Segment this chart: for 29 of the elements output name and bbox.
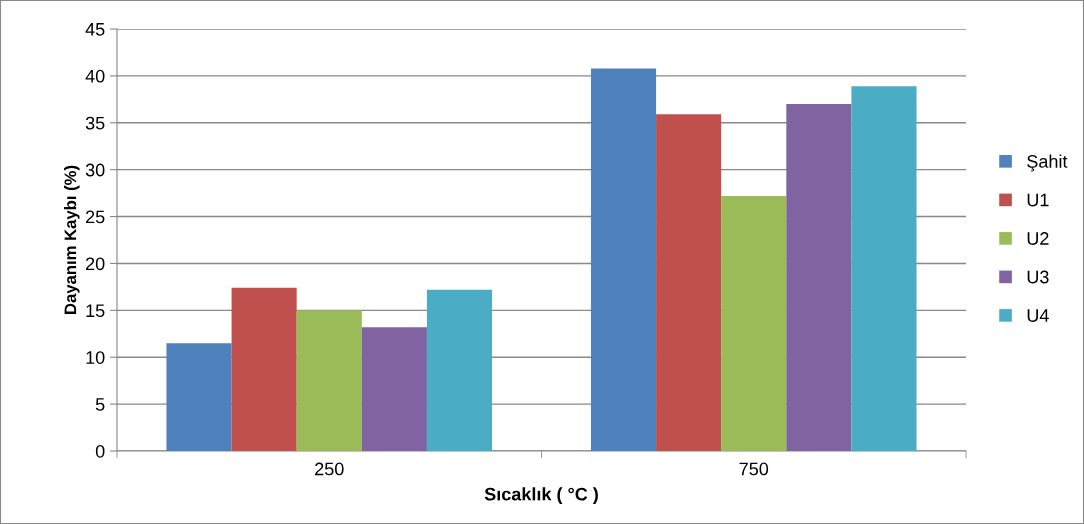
bar — [656, 114, 722, 451]
y-tick-label: 45 — [85, 23, 105, 36]
bar — [426, 289, 493, 451]
legend-label: U2 — [1027, 232, 1049, 245]
bar — [231, 287, 297, 451]
y-tick-label: 20 — [86, 257, 105, 271]
y-tick-label: 30 — [85, 163, 105, 177]
legend-label: U1 — [1027, 193, 1049, 207]
y-tick-label: 0 — [95, 444, 105, 458]
legend-label: U4 — [1027, 309, 1049, 322]
bar — [590, 68, 657, 451]
legend-label: Şahit — [1027, 154, 1068, 172]
y-tick-label: 10 — [86, 351, 105, 364]
bar — [296, 310, 362, 451]
bar — [166, 343, 232, 451]
x-axis-title: Sıcaklık ( °C ) — [484, 487, 598, 505]
x-tick-label: 750 — [739, 462, 769, 476]
y-tick-label: 5 — [95, 398, 105, 411]
y-tick-label: 35 — [85, 116, 105, 130]
legend-label: U3 — [1027, 270, 1049, 284]
y-tick-label: 40 — [85, 69, 105, 83]
bar — [721, 195, 787, 451]
y-tick-label: 15 — [86, 304, 105, 318]
y-tick-label: 25 — [86, 210, 105, 224]
y-axis-title: Dayanım Kaybı (%) — [64, 165, 80, 314]
x-tick-label: 250 — [315, 462, 344, 476]
bar — [851, 86, 917, 451]
bar — [786, 104, 852, 451]
bar — [361, 327, 427, 451]
